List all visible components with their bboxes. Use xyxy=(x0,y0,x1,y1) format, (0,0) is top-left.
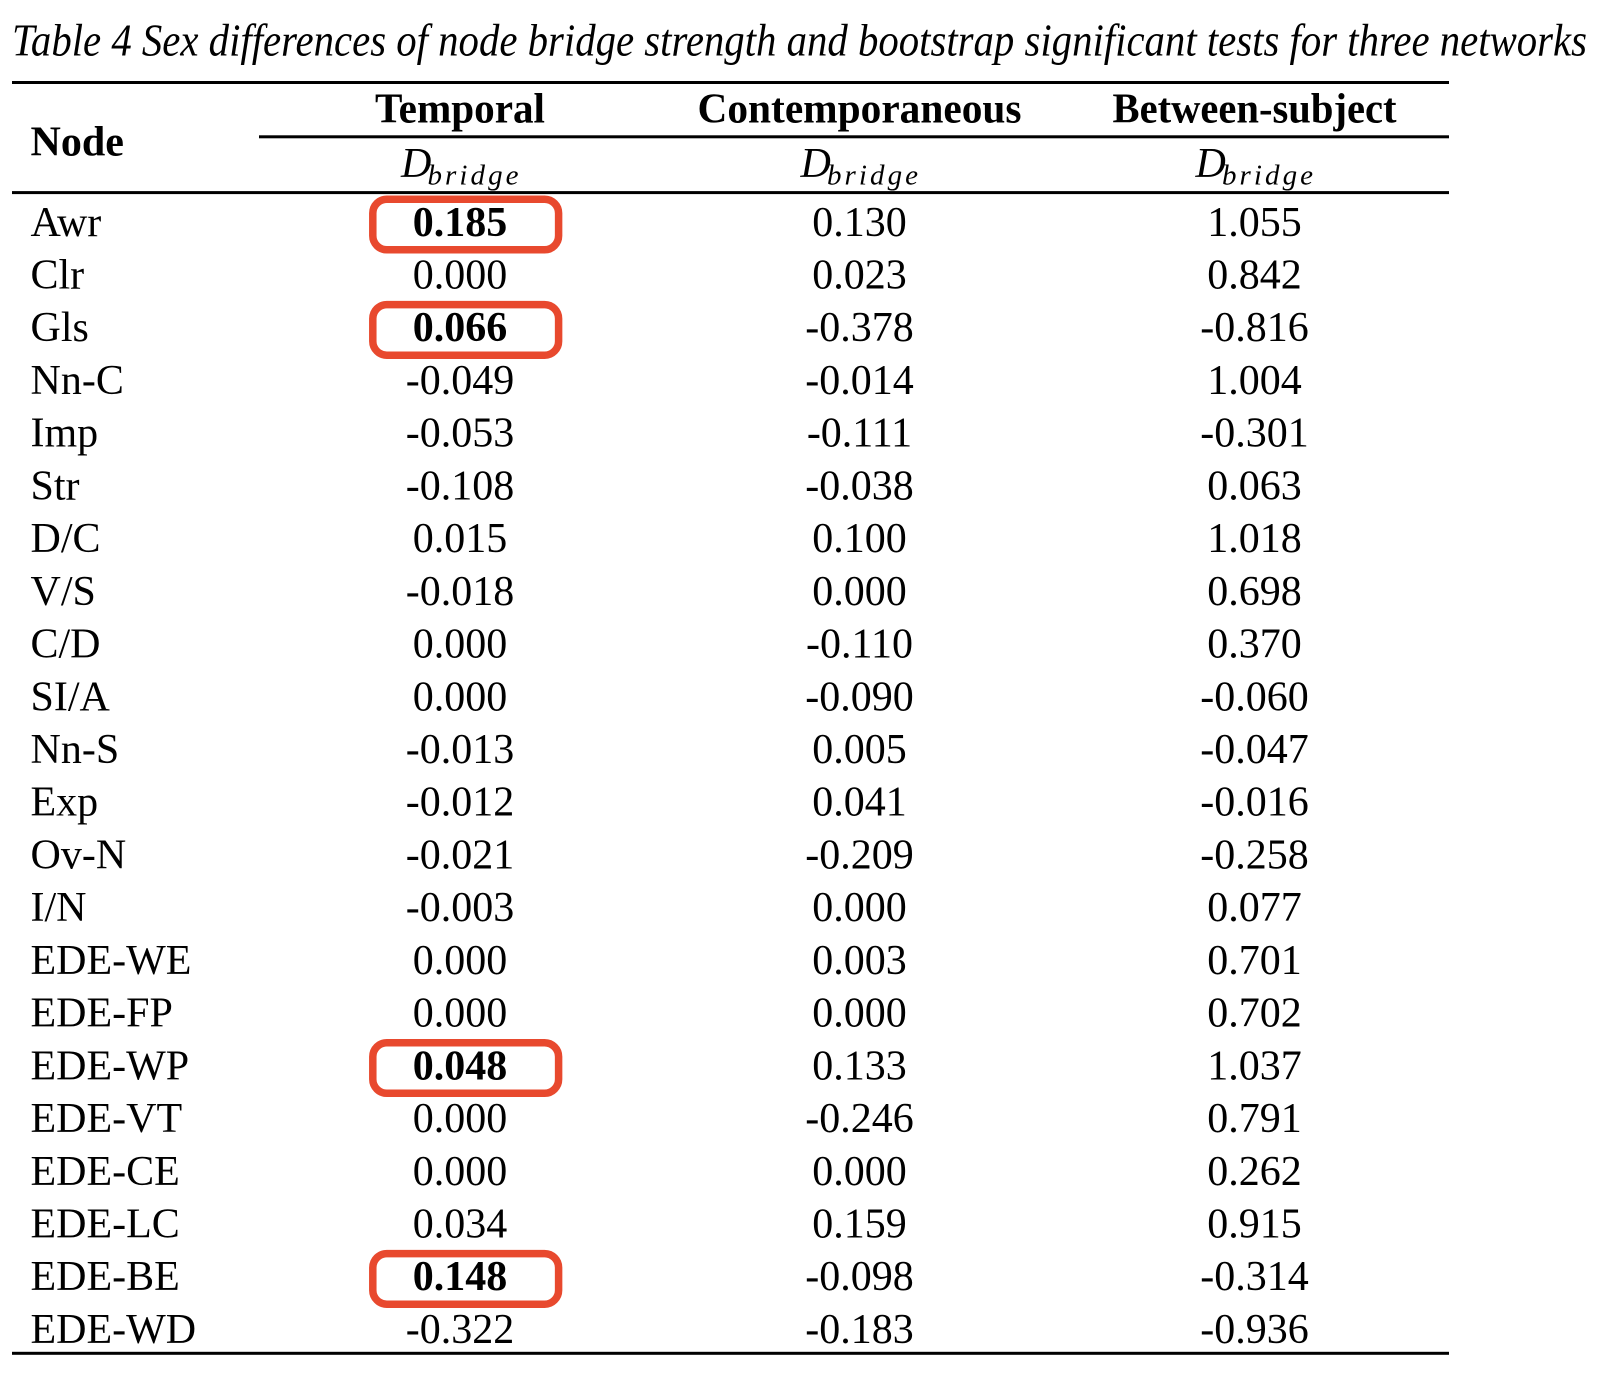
svg-text:0.066: 0.066 xyxy=(413,305,508,351)
svg-text:0.034: 0.034 xyxy=(413,1202,508,1248)
svg-text:D: D xyxy=(800,141,831,187)
svg-text:Gls: Gls xyxy=(31,305,89,351)
svg-text:EDE-WP: EDE-WP xyxy=(31,1043,190,1089)
svg-text:Between-subject: Between-subject xyxy=(1113,87,1397,133)
svg-text:-0.014: -0.014 xyxy=(805,358,914,404)
svg-text:-0.016: -0.016 xyxy=(1200,780,1309,826)
svg-text:0.000: 0.000 xyxy=(413,622,508,668)
svg-text:0.077: 0.077 xyxy=(1207,885,1302,931)
svg-text:Nn-S: Nn-S xyxy=(31,727,120,773)
svg-text:0.791: 0.791 xyxy=(1207,1096,1302,1142)
svg-text:0.000: 0.000 xyxy=(812,885,907,931)
svg-text:-0.322: -0.322 xyxy=(406,1307,515,1353)
svg-text:Awr: Awr xyxy=(31,200,102,246)
svg-text:EDE-VT: EDE-VT xyxy=(31,1096,183,1142)
svg-text:0.698: 0.698 xyxy=(1207,569,1302,615)
svg-text:-0.047: -0.047 xyxy=(1200,727,1309,773)
svg-text:0.262: 0.262 xyxy=(1207,1149,1302,1195)
svg-text:bridge: bridge xyxy=(1222,160,1313,192)
svg-text:EDE-WD: EDE-WD xyxy=(31,1307,197,1353)
svg-text:1.004: 1.004 xyxy=(1207,358,1302,404)
svg-text:Exp: Exp xyxy=(31,780,99,826)
svg-text:-0.209: -0.209 xyxy=(805,832,914,878)
svg-text:-0.111: -0.111 xyxy=(807,411,912,457)
svg-text:I/N: I/N xyxy=(31,885,87,931)
svg-text:-0.098: -0.098 xyxy=(805,1254,914,1300)
svg-text:0.000: 0.000 xyxy=(812,1149,907,1195)
svg-text:EDE-FP: EDE-FP xyxy=(31,991,173,1037)
svg-text:-0.060: -0.060 xyxy=(1200,674,1309,720)
svg-text:0.701: 0.701 xyxy=(1207,938,1302,984)
svg-text:-0.246: -0.246 xyxy=(805,1096,914,1142)
svg-text:-0.053: -0.053 xyxy=(406,411,515,457)
svg-text:-0.378: -0.378 xyxy=(805,305,914,351)
svg-text:Node: Node xyxy=(31,120,124,166)
svg-text:-0.049: -0.049 xyxy=(406,358,515,404)
svg-text:0.159: 0.159 xyxy=(812,1202,907,1248)
svg-text:0.842: 0.842 xyxy=(1207,253,1302,299)
svg-text:0.000: 0.000 xyxy=(413,1096,508,1142)
svg-text:Table 4 Sex differences of nod: Table 4 Sex differences of node bridge s… xyxy=(12,15,1587,66)
svg-text:0.023: 0.023 xyxy=(812,253,907,299)
svg-text:D: D xyxy=(400,141,431,187)
svg-text:0.000: 0.000 xyxy=(413,1149,508,1195)
svg-text:-0.012: -0.012 xyxy=(406,780,515,826)
svg-text:0.000: 0.000 xyxy=(812,991,907,1037)
svg-text:0.000: 0.000 xyxy=(413,938,508,984)
svg-text:Temporal: Temporal xyxy=(375,87,545,133)
svg-text:SI/A: SI/A xyxy=(31,674,111,720)
svg-text:-0.314: -0.314 xyxy=(1200,1254,1309,1300)
svg-text:1.055: 1.055 xyxy=(1207,200,1302,246)
svg-text:0.185: 0.185 xyxy=(413,200,508,246)
svg-text:Imp: Imp xyxy=(31,411,99,457)
svg-text:0.063: 0.063 xyxy=(1207,463,1302,509)
svg-text:0.041: 0.041 xyxy=(812,780,907,826)
svg-text:0.005: 0.005 xyxy=(812,727,907,773)
svg-text:-0.013: -0.013 xyxy=(406,727,515,773)
svg-text:-0.110: -0.110 xyxy=(806,622,913,668)
svg-text:D: D xyxy=(1195,141,1226,187)
svg-text:Str: Str xyxy=(31,463,80,509)
svg-text:0.133: 0.133 xyxy=(812,1043,907,1089)
svg-text:EDE-CE: EDE-CE xyxy=(31,1149,180,1195)
svg-text:EDE-WE: EDE-WE xyxy=(31,938,192,984)
svg-text:bridge: bridge xyxy=(827,160,918,192)
svg-text:Nn-C: Nn-C xyxy=(31,358,124,404)
svg-text:-0.003: -0.003 xyxy=(406,885,515,931)
svg-text:1.037: 1.037 xyxy=(1207,1043,1302,1089)
svg-text:-0.183: -0.183 xyxy=(805,1307,914,1353)
svg-text:D/C: D/C xyxy=(31,516,101,562)
svg-text:Clr: Clr xyxy=(31,253,85,299)
svg-text:0.000: 0.000 xyxy=(812,569,907,615)
svg-text:C/D: C/D xyxy=(31,622,101,668)
svg-text:-0.090: -0.090 xyxy=(805,674,914,720)
svg-text:0.000: 0.000 xyxy=(413,674,508,720)
svg-text:-0.301: -0.301 xyxy=(1200,411,1309,457)
svg-text:0.048: 0.048 xyxy=(413,1043,508,1089)
svg-text:EDE-BE: EDE-BE xyxy=(31,1254,180,1300)
svg-text:Ov-N: Ov-N xyxy=(31,832,127,878)
svg-text:0.702: 0.702 xyxy=(1207,991,1302,1037)
svg-text:-0.816: -0.816 xyxy=(1200,305,1309,351)
svg-text:0.130: 0.130 xyxy=(812,200,907,246)
svg-text:-0.021: -0.021 xyxy=(406,832,515,878)
svg-text:V/S: V/S xyxy=(31,569,96,615)
svg-text:0.000: 0.000 xyxy=(413,991,508,1037)
svg-text:bridge: bridge xyxy=(428,160,519,192)
svg-text:-0.936: -0.936 xyxy=(1200,1307,1309,1353)
svg-text:0.003: 0.003 xyxy=(812,938,907,984)
svg-text:-0.018: -0.018 xyxy=(406,569,515,615)
svg-text:0.000: 0.000 xyxy=(413,253,508,299)
svg-text:-0.258: -0.258 xyxy=(1200,832,1309,878)
svg-text:1.018: 1.018 xyxy=(1207,516,1302,562)
svg-text:0.100: 0.100 xyxy=(812,516,907,562)
svg-text:0.370: 0.370 xyxy=(1207,622,1302,668)
svg-text:-0.108: -0.108 xyxy=(406,463,515,509)
svg-text:EDE-LC: EDE-LC xyxy=(31,1202,180,1248)
svg-text:0.015: 0.015 xyxy=(413,516,508,562)
svg-text:-0.038: -0.038 xyxy=(805,463,914,509)
svg-text:0.148: 0.148 xyxy=(413,1254,508,1300)
svg-text:Contemporaneous: Contemporaneous xyxy=(698,87,1022,133)
svg-text:0.915: 0.915 xyxy=(1207,1202,1302,1248)
